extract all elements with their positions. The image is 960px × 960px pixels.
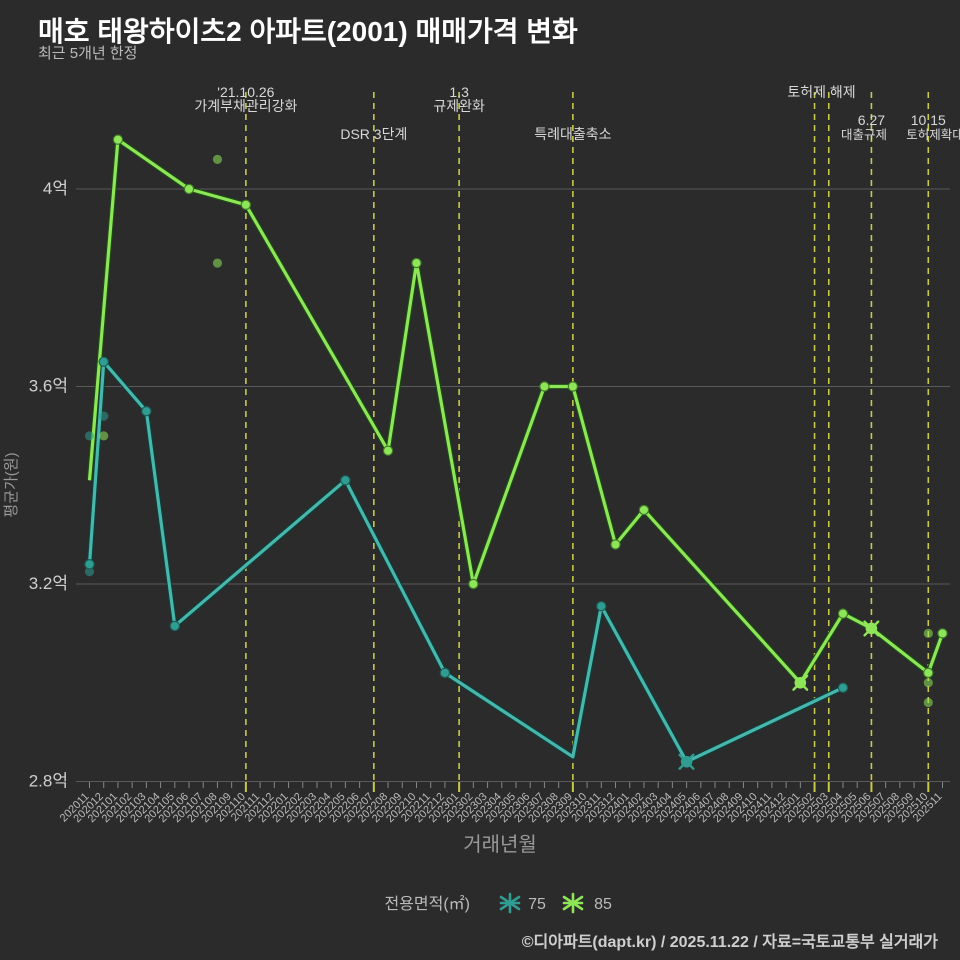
svg-text:전용면적(㎡): 전용면적(㎡) [384,895,470,913]
svg-text:85: 85 [594,896,612,913]
svg-text:거래년월: 거래년월 [463,833,537,856]
svg-text:6.27: 6.27 [858,112,885,128]
svg-text:대출규제: 대출규제 [841,128,887,142]
svg-text:토허제 해제: 토허제 해제 [787,84,855,100]
svg-text:75: 75 [528,896,546,913]
svg-text:3.2억: 3.2억 [29,574,68,593]
svg-text:3.6억: 3.6억 [29,377,68,396]
svg-text:4억: 4억 [43,179,68,198]
svg-text:10.15: 10.15 [911,112,946,128]
svg-text:가계부채관리강화: 가계부채관리강화 [194,98,297,114]
svg-text:규제완화: 규제완화 [433,98,485,114]
svg-text:DSR 3단계: DSR 3단계 [340,126,407,142]
svg-text:2.8억: 2.8억 [29,772,68,791]
svg-text:특례대출축소: 특례대출축소 [534,126,611,142]
svg-text:토허제확대: 토허제확대 [906,128,960,142]
svg-text:평균가(원): 평균가(원) [3,452,20,517]
